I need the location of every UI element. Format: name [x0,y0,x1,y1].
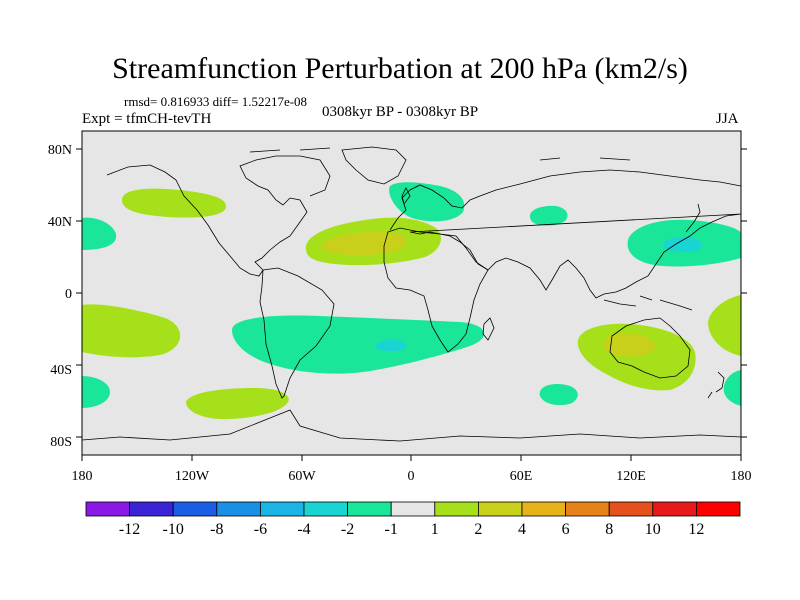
lat-label-0: 0 [65,287,72,302]
colorbar-label: 2 [474,521,482,538]
colorbar-swatch [565,501,610,517]
coastline-uk [401,187,411,205]
colorbar-swatch [303,501,348,517]
map-panel [81,130,742,456]
map-background [82,131,741,455]
contour-fill-south-america [186,388,289,420]
lat-label-80n: 80N [48,143,72,158]
coastline-antarctica [82,409,741,442]
contour-fill-south-atlantic [232,315,485,374]
coastline-australia [609,317,691,379]
lat-label-40s: 40S [50,363,72,378]
coastline-africa [383,227,489,353]
lon-label-180w: 180 [72,469,93,484]
colorbar-label: -10 [163,521,184,538]
contour-fill-southern-east-edge [723,370,741,406]
coastline-madagascar [482,317,495,341]
contour-fill-southern-west-edge [82,376,110,408]
coastline-north-america [106,155,331,277]
colorbar-swatch [696,501,741,517]
contour-fill-australia-core [603,333,656,357]
colorbar-label: -8 [210,521,223,538]
lat-label-40n: 40N [48,215,72,230]
colorbar-swatch [129,501,174,517]
colorbar-swatch [347,501,392,517]
lon-label-120e: 120E [616,469,646,484]
contour-fill-west-pacific [82,217,117,250]
colorbar-label: -4 [297,521,310,538]
season-label: JJA [716,111,739,127]
colorbar-swatch [652,501,697,517]
coastline-indonesia [603,295,693,311]
contour-fill-south-pacific-west [82,304,181,358]
lon-label-120w: 120W [175,469,210,484]
colorbar-swatch [477,501,523,517]
colorbar-swatch [259,501,305,517]
coastline-greenland [341,146,407,185]
plot-title: Streamfunction Perturbation at 200 hPa (… [112,52,688,85]
coastline-arctic-islands [249,147,631,161]
coastline-south-america [259,267,335,399]
colorbar-label: 10 [645,521,661,538]
colorbar-label: 12 [688,521,704,538]
contour-fill-atlantic-core [321,232,407,256]
period-label: 0308kyr BP - 0308kyr BP [322,104,479,120]
colorbar-label: 6 [562,521,570,538]
lon-label-60e: 60E [510,469,533,484]
colorbar-swatch [172,501,218,517]
lon-label-180e: 180 [731,469,752,484]
coastline-new-zealand [707,371,725,399]
colorbar-swatch [434,501,479,517]
contour-fill-south-pacific-east [708,295,741,356]
coastlines [82,146,741,442]
lon-label-0: 0 [408,469,415,484]
contour-fill-south-atlantic-core [375,340,407,352]
contour-fill-north-pacific [122,188,227,218]
lon-label-60w: 60W [288,469,316,484]
colorbar-swatch [85,501,130,517]
colorbar-label: -6 [254,521,267,538]
colorbar-label: 8 [605,521,613,538]
contour-fill-central-asia [530,205,568,226]
colorbar-swatch [608,501,654,517]
experiment-label: Expt = tfmCH-tevTH [82,111,212,127]
lat-label-80s: 80S [50,435,72,450]
rmsd-diff-stats: rmsd= 0.816933 diff= 1.52217e-08 [124,94,308,109]
colorbar-label: -1 [385,521,398,538]
contour-fill-southern-indian [539,384,578,406]
coastline-japan [685,203,701,233]
longitude-axis: 180 120W 60W 0 60E 120E 180 [72,455,752,484]
colorbar-label: -12 [119,521,140,538]
colorbar-label: -2 [341,521,354,538]
colorbar-swatch [390,501,436,517]
contour-fill-east-asia-core [663,237,702,253]
coastline-eurasia [389,169,741,299]
contour-fills [82,182,741,420]
colorbar-swatch [216,501,261,517]
latitude-axis: 80N 40N 0 40S 80S [48,143,747,450]
colorbar-swatch [521,501,566,517]
colorbar-label: 4 [518,521,526,538]
colorbar: -12 -10 -8 -6 -4 -2 -1 1 2 4 6 8 10 12 [85,501,741,538]
colorbar-label: 1 [431,521,439,538]
